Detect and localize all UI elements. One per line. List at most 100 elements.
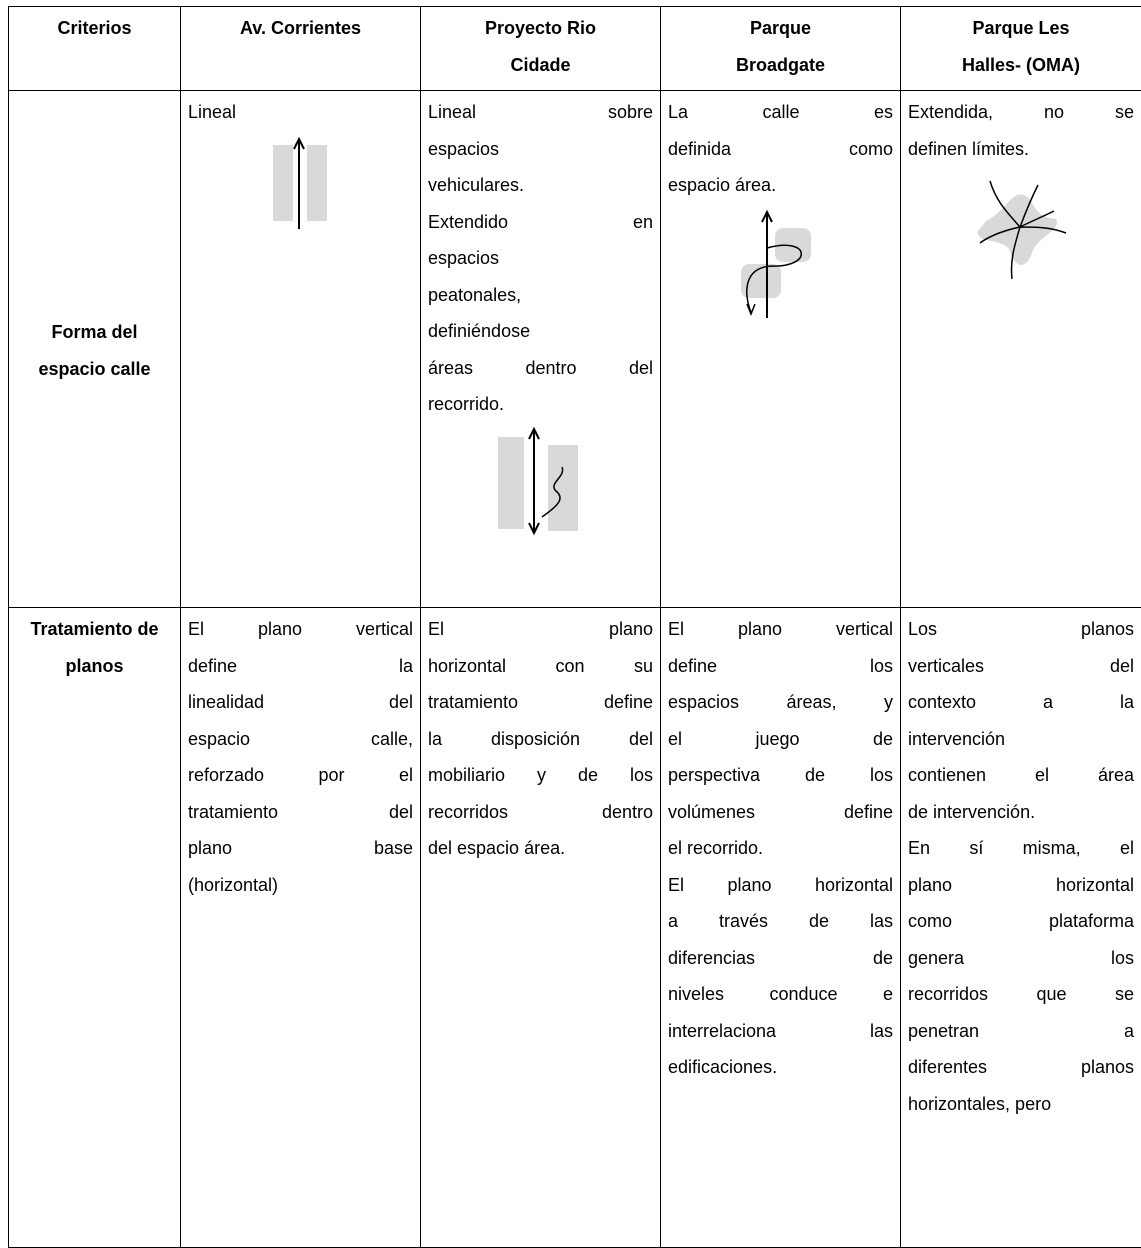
text-line: Lineal sobre <box>428 94 653 131</box>
text-line: En sí misma, el <box>908 830 1134 867</box>
text-line: Criterios <box>16 10 173 47</box>
text-line: Tratamiento de <box>16 611 173 648</box>
text-line: definida como <box>668 131 893 168</box>
text-line: recorridos dentro <box>428 794 653 831</box>
text-line: definen límites. <box>908 131 1134 168</box>
street-diagram <box>496 427 586 537</box>
text-line: Proyecto Rio <box>428 10 653 47</box>
text-line: Broadgate <box>668 47 893 84</box>
cell-text: Lineal <box>188 94 413 131</box>
text-line: espacios áreas, y <box>668 684 893 721</box>
text-line: espacio calle, <box>188 721 413 758</box>
text-line: penetran a <box>908 1013 1134 1050</box>
text-line: El plano horizontal <box>668 867 893 904</box>
text-line: plano horizontal <box>908 867 1134 904</box>
text-line: contexto a la <box>908 684 1134 721</box>
text-line: a través de las <box>668 903 893 940</box>
text-line: El plano <box>428 611 653 648</box>
text-line: linealidad del <box>188 684 413 721</box>
text-line: Cidade <box>428 47 653 84</box>
text-line: El plano vertical <box>188 611 413 648</box>
text-line: Lineal <box>188 94 413 131</box>
text-line: Parque <box>668 10 893 47</box>
text-line: de intervención. <box>908 794 1134 831</box>
street-diagram <box>269 135 333 231</box>
text-line: planos <box>16 648 173 685</box>
text-line: la disposición del <box>428 721 653 758</box>
text-line: espacios <box>428 131 653 168</box>
cell: Lineal <box>181 91 421 608</box>
text-line: tratamiento define <box>428 684 653 721</box>
text-line: como plataforma <box>908 903 1134 940</box>
text-line: El plano vertical <box>668 611 893 648</box>
text-line: recorridos que se <box>908 976 1134 1013</box>
text-line: el juego de <box>668 721 893 758</box>
text-line: define la <box>188 648 413 685</box>
text-line: del espacio área. <box>428 830 653 867</box>
text-line: perspectiva de los <box>668 757 893 794</box>
text-line: define los <box>668 648 893 685</box>
text-line: volúmenes define <box>668 794 893 831</box>
text-line: genera los <box>908 940 1134 977</box>
text-line: (horizontal) <box>188 867 413 904</box>
text-line: peatonales, <box>428 277 653 314</box>
text-line: Forma del <box>16 314 173 351</box>
text-line: Los planos <box>908 611 1134 648</box>
street-diagram <box>966 171 1076 283</box>
text-line: edificaciones. <box>668 1049 893 1086</box>
text-line: espacio área. <box>668 167 893 204</box>
text-line: espacio calle <box>16 351 173 388</box>
text-line: niveles conduce e <box>668 976 893 1013</box>
text-line: el recorrido. <box>668 830 893 867</box>
street-diagram <box>731 208 831 324</box>
text-line: horizontal con su <box>428 648 653 685</box>
text-line: horizontales, pero <box>908 1086 1134 1123</box>
text-line: Av. Corrientes <box>188 10 413 47</box>
text-line: reforzado por el <box>188 757 413 794</box>
text-line: Extendido en <box>428 204 653 241</box>
text-line: espacios <box>428 240 653 277</box>
text-line: vehiculares. <box>428 167 653 204</box>
text-line: recorrido. <box>428 386 653 423</box>
text-line: interrelaciona las <box>668 1013 893 1050</box>
text-line: Extendida, no se <box>908 94 1134 131</box>
header-cell: Av. Corrientes <box>181 7 421 91</box>
text-line: tratamiento del <box>188 794 413 831</box>
text-line: diferentes planos <box>908 1049 1134 1086</box>
text-line: intervención <box>908 721 1134 758</box>
text-line: Parque Les <box>908 10 1134 47</box>
text-line: Halles- (OMA) <box>908 47 1134 84</box>
text-line: diferencias de <box>668 940 893 977</box>
text-line: plano base <box>188 830 413 867</box>
text-line: contienen el área <box>908 757 1134 794</box>
text-line: definiéndose <box>428 313 653 350</box>
text-line: La calle es <box>668 94 893 131</box>
header-cell: Criterios <box>9 7 181 91</box>
text-line: áreas dentro del <box>428 350 653 387</box>
